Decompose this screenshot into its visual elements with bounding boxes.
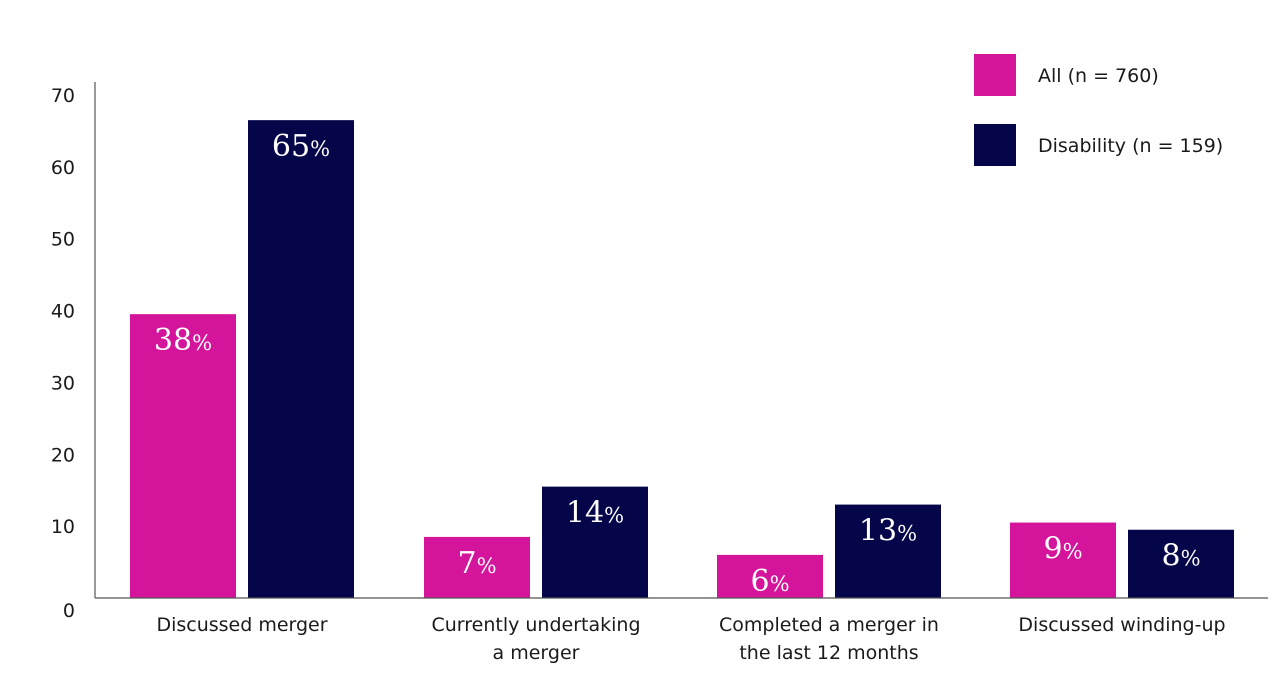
legend-swatch-all: [974, 54, 1016, 96]
legend-swatch-disability: [974, 124, 1016, 166]
bar-disability: [835, 504, 941, 598]
bar-disability: [1128, 529, 1234, 598]
y-tick-label: 60: [51, 157, 75, 179]
y-tick-label: 20: [51, 444, 75, 466]
bar-disability: [542, 486, 648, 598]
data-label: 9%: [1043, 532, 1082, 567]
bar-disability: [248, 120, 354, 599]
x-category-label: Discussed winding-up: [1018, 614, 1225, 636]
data-label: 13%: [859, 514, 917, 549]
data-label: 8%: [1161, 539, 1200, 574]
y-tick-label: 50: [51, 229, 75, 251]
x-category-label: Completed a merger in the last 12 months: [719, 614, 939, 664]
data-label: 38%: [154, 323, 212, 358]
x-axis: Discussed merger Currently undertaking a m…: [95, 597, 1268, 664]
bar-all: [717, 554, 823, 598]
x-category-label: Currently undertaking a merger: [431, 614, 640, 664]
bar-all: [424, 536, 530, 598]
data-label: 14%: [566, 496, 624, 531]
y-tick-label: 0: [63, 600, 75, 622]
y-axis: 0 10 20 30 40 50 60 70: [51, 82, 96, 622]
data-label: 7%: [457, 546, 496, 581]
bar-all: [130, 314, 236, 598]
bars: 38% 65% 7% 14% 6% 13% 9% 8%: [130, 120, 1234, 599]
y-tick-label: 30: [51, 372, 75, 394]
legend: All (n = 760) Disability (n = 159): [974, 54, 1223, 166]
y-tick-label: 70: [51, 85, 75, 107]
legend-label: Disability (n = 159): [1038, 135, 1223, 157]
bar-all: [1010, 522, 1116, 598]
y-tick-label: 40: [51, 301, 75, 323]
legend-label: All (n = 760): [1038, 65, 1159, 87]
data-label: 65%: [272, 129, 330, 164]
x-category-label: Discussed merger: [156, 614, 327, 636]
y-tick-label: 10: [51, 516, 75, 538]
data-label: 6%: [750, 564, 789, 599]
